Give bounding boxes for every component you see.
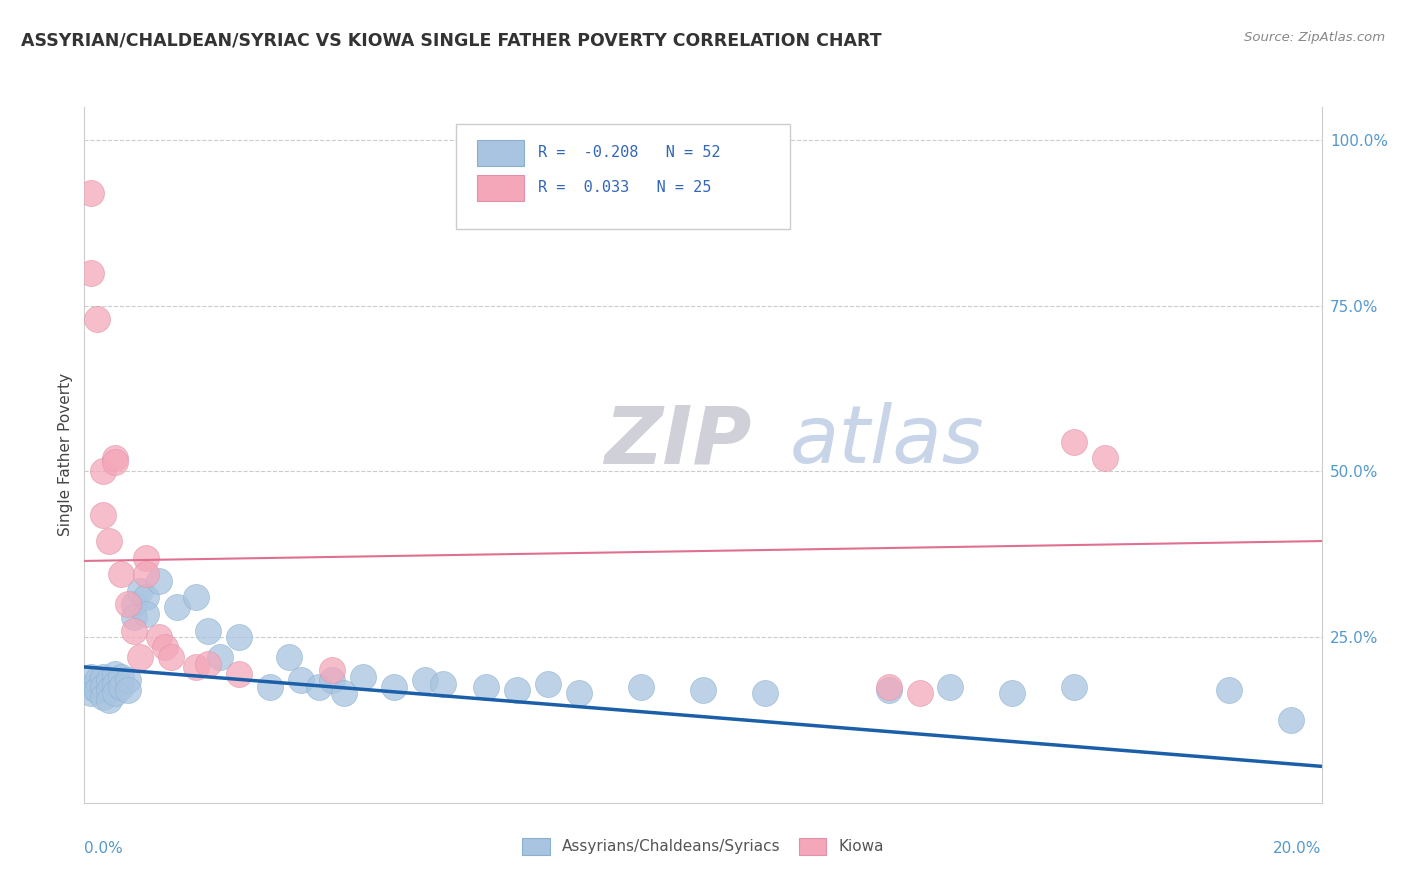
Point	[184, 660, 207, 674]
Point	[129, 583, 152, 598]
FancyBboxPatch shape	[477, 140, 523, 166]
Point	[692, 683, 714, 698]
Point	[117, 673, 139, 688]
Point	[104, 676, 127, 690]
Point	[1218, 683, 1240, 698]
Point	[321, 663, 343, 677]
Point	[352, 670, 374, 684]
Point	[197, 624, 219, 638]
FancyBboxPatch shape	[456, 124, 790, 229]
Point	[98, 673, 121, 688]
Point	[91, 508, 114, 522]
Point	[1063, 680, 1085, 694]
Point	[117, 683, 139, 698]
Point	[413, 673, 436, 688]
Text: ZIP: ZIP	[605, 402, 751, 480]
Point	[110, 680, 132, 694]
Point	[908, 686, 931, 700]
Point	[148, 574, 170, 588]
Point	[259, 680, 281, 694]
Point	[122, 597, 145, 611]
Point	[877, 683, 900, 698]
Point	[939, 680, 962, 694]
Point	[117, 597, 139, 611]
FancyBboxPatch shape	[477, 175, 523, 201]
Point	[475, 680, 498, 694]
Point	[91, 690, 114, 704]
Point	[122, 610, 145, 624]
Point	[104, 451, 127, 466]
Point	[135, 567, 157, 582]
Point	[160, 650, 183, 665]
Point	[79, 670, 101, 684]
Point	[1094, 451, 1116, 466]
Point	[537, 676, 560, 690]
Point	[135, 591, 157, 605]
Point	[104, 666, 127, 681]
Point	[432, 676, 454, 690]
Point	[104, 454, 127, 468]
Point	[110, 567, 132, 582]
Text: 0.0%: 0.0%	[84, 841, 124, 856]
Point	[129, 650, 152, 665]
Point	[197, 657, 219, 671]
Point	[153, 640, 176, 654]
Point	[110, 670, 132, 684]
Point	[98, 683, 121, 698]
Text: atlas: atlas	[790, 402, 984, 480]
Point	[79, 680, 101, 694]
Text: Source: ZipAtlas.com: Source: ZipAtlas.com	[1244, 31, 1385, 45]
Point	[98, 693, 121, 707]
Point	[122, 624, 145, 638]
Point	[209, 650, 232, 665]
Point	[228, 666, 250, 681]
Point	[382, 680, 405, 694]
Point	[79, 186, 101, 201]
Point	[91, 465, 114, 479]
Point	[91, 670, 114, 684]
Point	[754, 686, 776, 700]
Point	[333, 686, 356, 700]
Point	[277, 650, 299, 665]
Point	[1063, 434, 1085, 449]
Point	[184, 591, 207, 605]
Point	[228, 630, 250, 644]
Point	[1001, 686, 1024, 700]
Point	[166, 600, 188, 615]
Point	[630, 680, 652, 694]
Point	[79, 266, 101, 280]
Point	[86, 683, 108, 698]
Point	[290, 673, 312, 688]
Y-axis label: Single Father Poverty: Single Father Poverty	[58, 374, 73, 536]
Point	[98, 534, 121, 549]
Point	[135, 550, 157, 565]
Point	[79, 686, 101, 700]
Point	[86, 673, 108, 688]
Point	[1279, 713, 1302, 727]
Point	[148, 630, 170, 644]
Point	[135, 607, 157, 621]
Point	[86, 312, 108, 326]
Legend: Assyrians/Chaldeans/Syriacs, Kiowa: Assyrians/Chaldeans/Syriacs, Kiowa	[516, 831, 890, 862]
Point	[877, 680, 900, 694]
Point	[308, 680, 330, 694]
Point	[104, 686, 127, 700]
Text: ASSYRIAN/CHALDEAN/SYRIAC VS KIOWA SINGLE FATHER POVERTY CORRELATION CHART: ASSYRIAN/CHALDEAN/SYRIAC VS KIOWA SINGLE…	[21, 31, 882, 49]
Point	[91, 680, 114, 694]
Text: R =  0.033   N = 25: R = 0.033 N = 25	[538, 180, 711, 195]
Text: 20.0%: 20.0%	[1274, 841, 1322, 856]
Text: R =  -0.208   N = 52: R = -0.208 N = 52	[538, 145, 721, 161]
Point	[321, 673, 343, 688]
Point	[568, 686, 591, 700]
Point	[506, 683, 529, 698]
